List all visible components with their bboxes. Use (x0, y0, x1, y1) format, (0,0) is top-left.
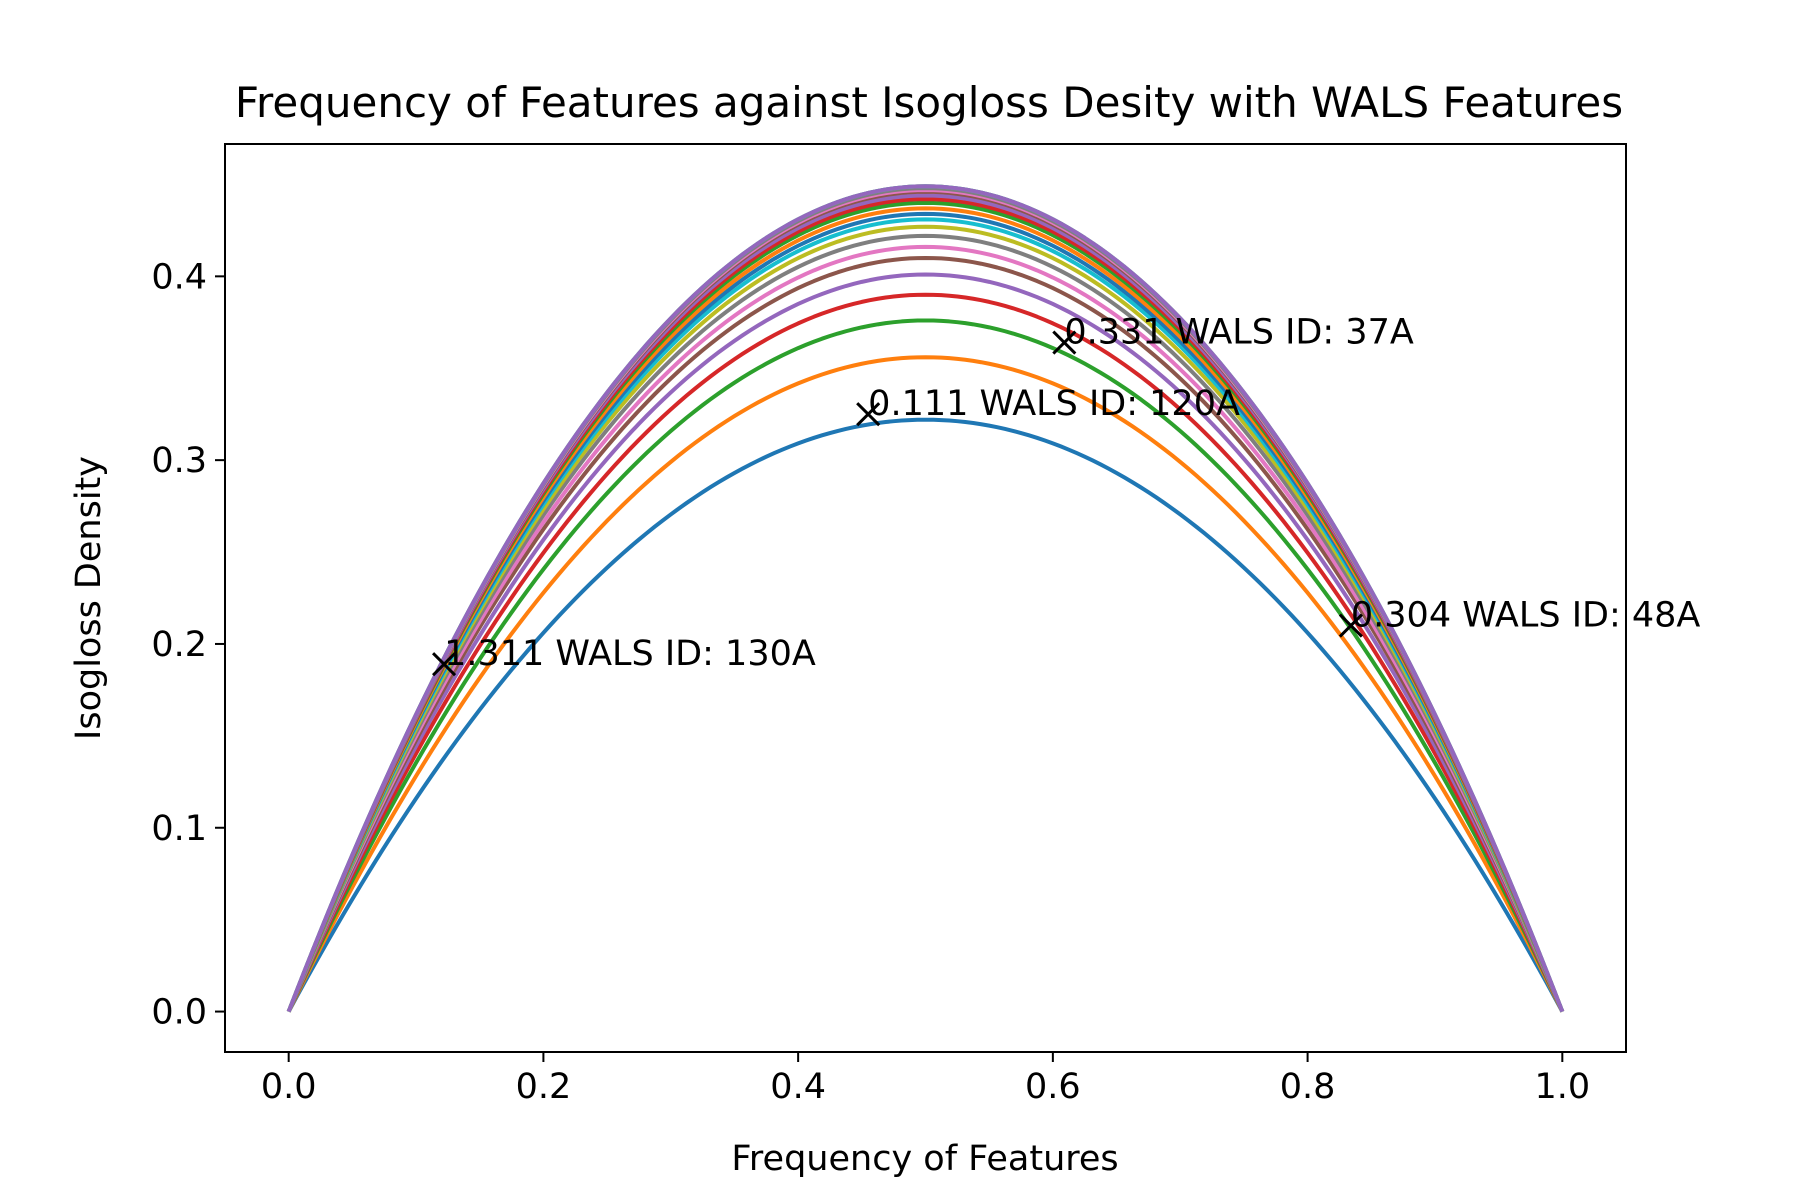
curve-series-group (286, 184, 1565, 1013)
x-axis-label: Frequency of Features (731, 1139, 1118, 1179)
chart-title: Frequency of Features against Isogloss D… (235, 78, 1623, 127)
annotation-label-3: 0.331 WALS ID: 37A (1064, 313, 1414, 353)
marker-x-2 (856, 402, 881, 427)
y-tick-label: 0.1 (151, 809, 207, 849)
y-tick-label: 0.0 (151, 993, 207, 1033)
y-tick-label: 0.2 (151, 625, 207, 665)
marker-group (432, 330, 1363, 677)
x-tick-label: 0.4 (770, 1067, 826, 1107)
x-tick-label: 0.8 (1280, 1067, 1336, 1107)
series-line-21 (286, 184, 1565, 1013)
series-line-8 (286, 233, 1565, 1013)
series-line-9 (286, 224, 1565, 1013)
y-tick-label: 0.3 (151, 441, 207, 481)
y-axis: 0.0 0.1 0.2 0.3 0.4 (151, 257, 225, 1033)
series-line-6 (286, 255, 1565, 1013)
annotation-group: 1.311 WALS ID: 130A 0.111 WALS ID: 120A 0.… (444, 313, 1700, 675)
series-line-1 (286, 417, 1565, 1013)
marker-x-3 (1052, 330, 1077, 355)
x-tick-label: 0.6 (1025, 1067, 1081, 1107)
series-line-5 (286, 272, 1565, 1013)
y-axis-label: Isogloss Density (69, 456, 109, 740)
plot-frame (224, 143, 1627, 1053)
series-line-4 (286, 292, 1565, 1013)
series-line-2 (286, 355, 1565, 1013)
annotation-label-2: 0.111 WALS ID: 120A (868, 384, 1240, 424)
annotation-label-4: 0.304 WALS ID: 48A (1351, 596, 1701, 636)
plot-area: 1.311 WALS ID: 130A 0.111 WALS ID: 120A 0.… (224, 143, 1700, 1053)
x-axis: 0.0 0.2 0.4 0.6 0.8 1.0 (261, 1052, 1590, 1107)
x-tick-label: 0.0 (261, 1067, 317, 1107)
marker-x-4 (1338, 613, 1363, 638)
x-tick-label: 1.0 (1534, 1067, 1590, 1107)
annotation-label-1: 1.311 WALS ID: 130A (444, 634, 816, 674)
marker-x-1 (432, 652, 457, 677)
x-tick-label: 0.2 (516, 1067, 572, 1107)
y-tick-label: 0.4 (151, 257, 207, 297)
series-line-7 (286, 244, 1565, 1013)
